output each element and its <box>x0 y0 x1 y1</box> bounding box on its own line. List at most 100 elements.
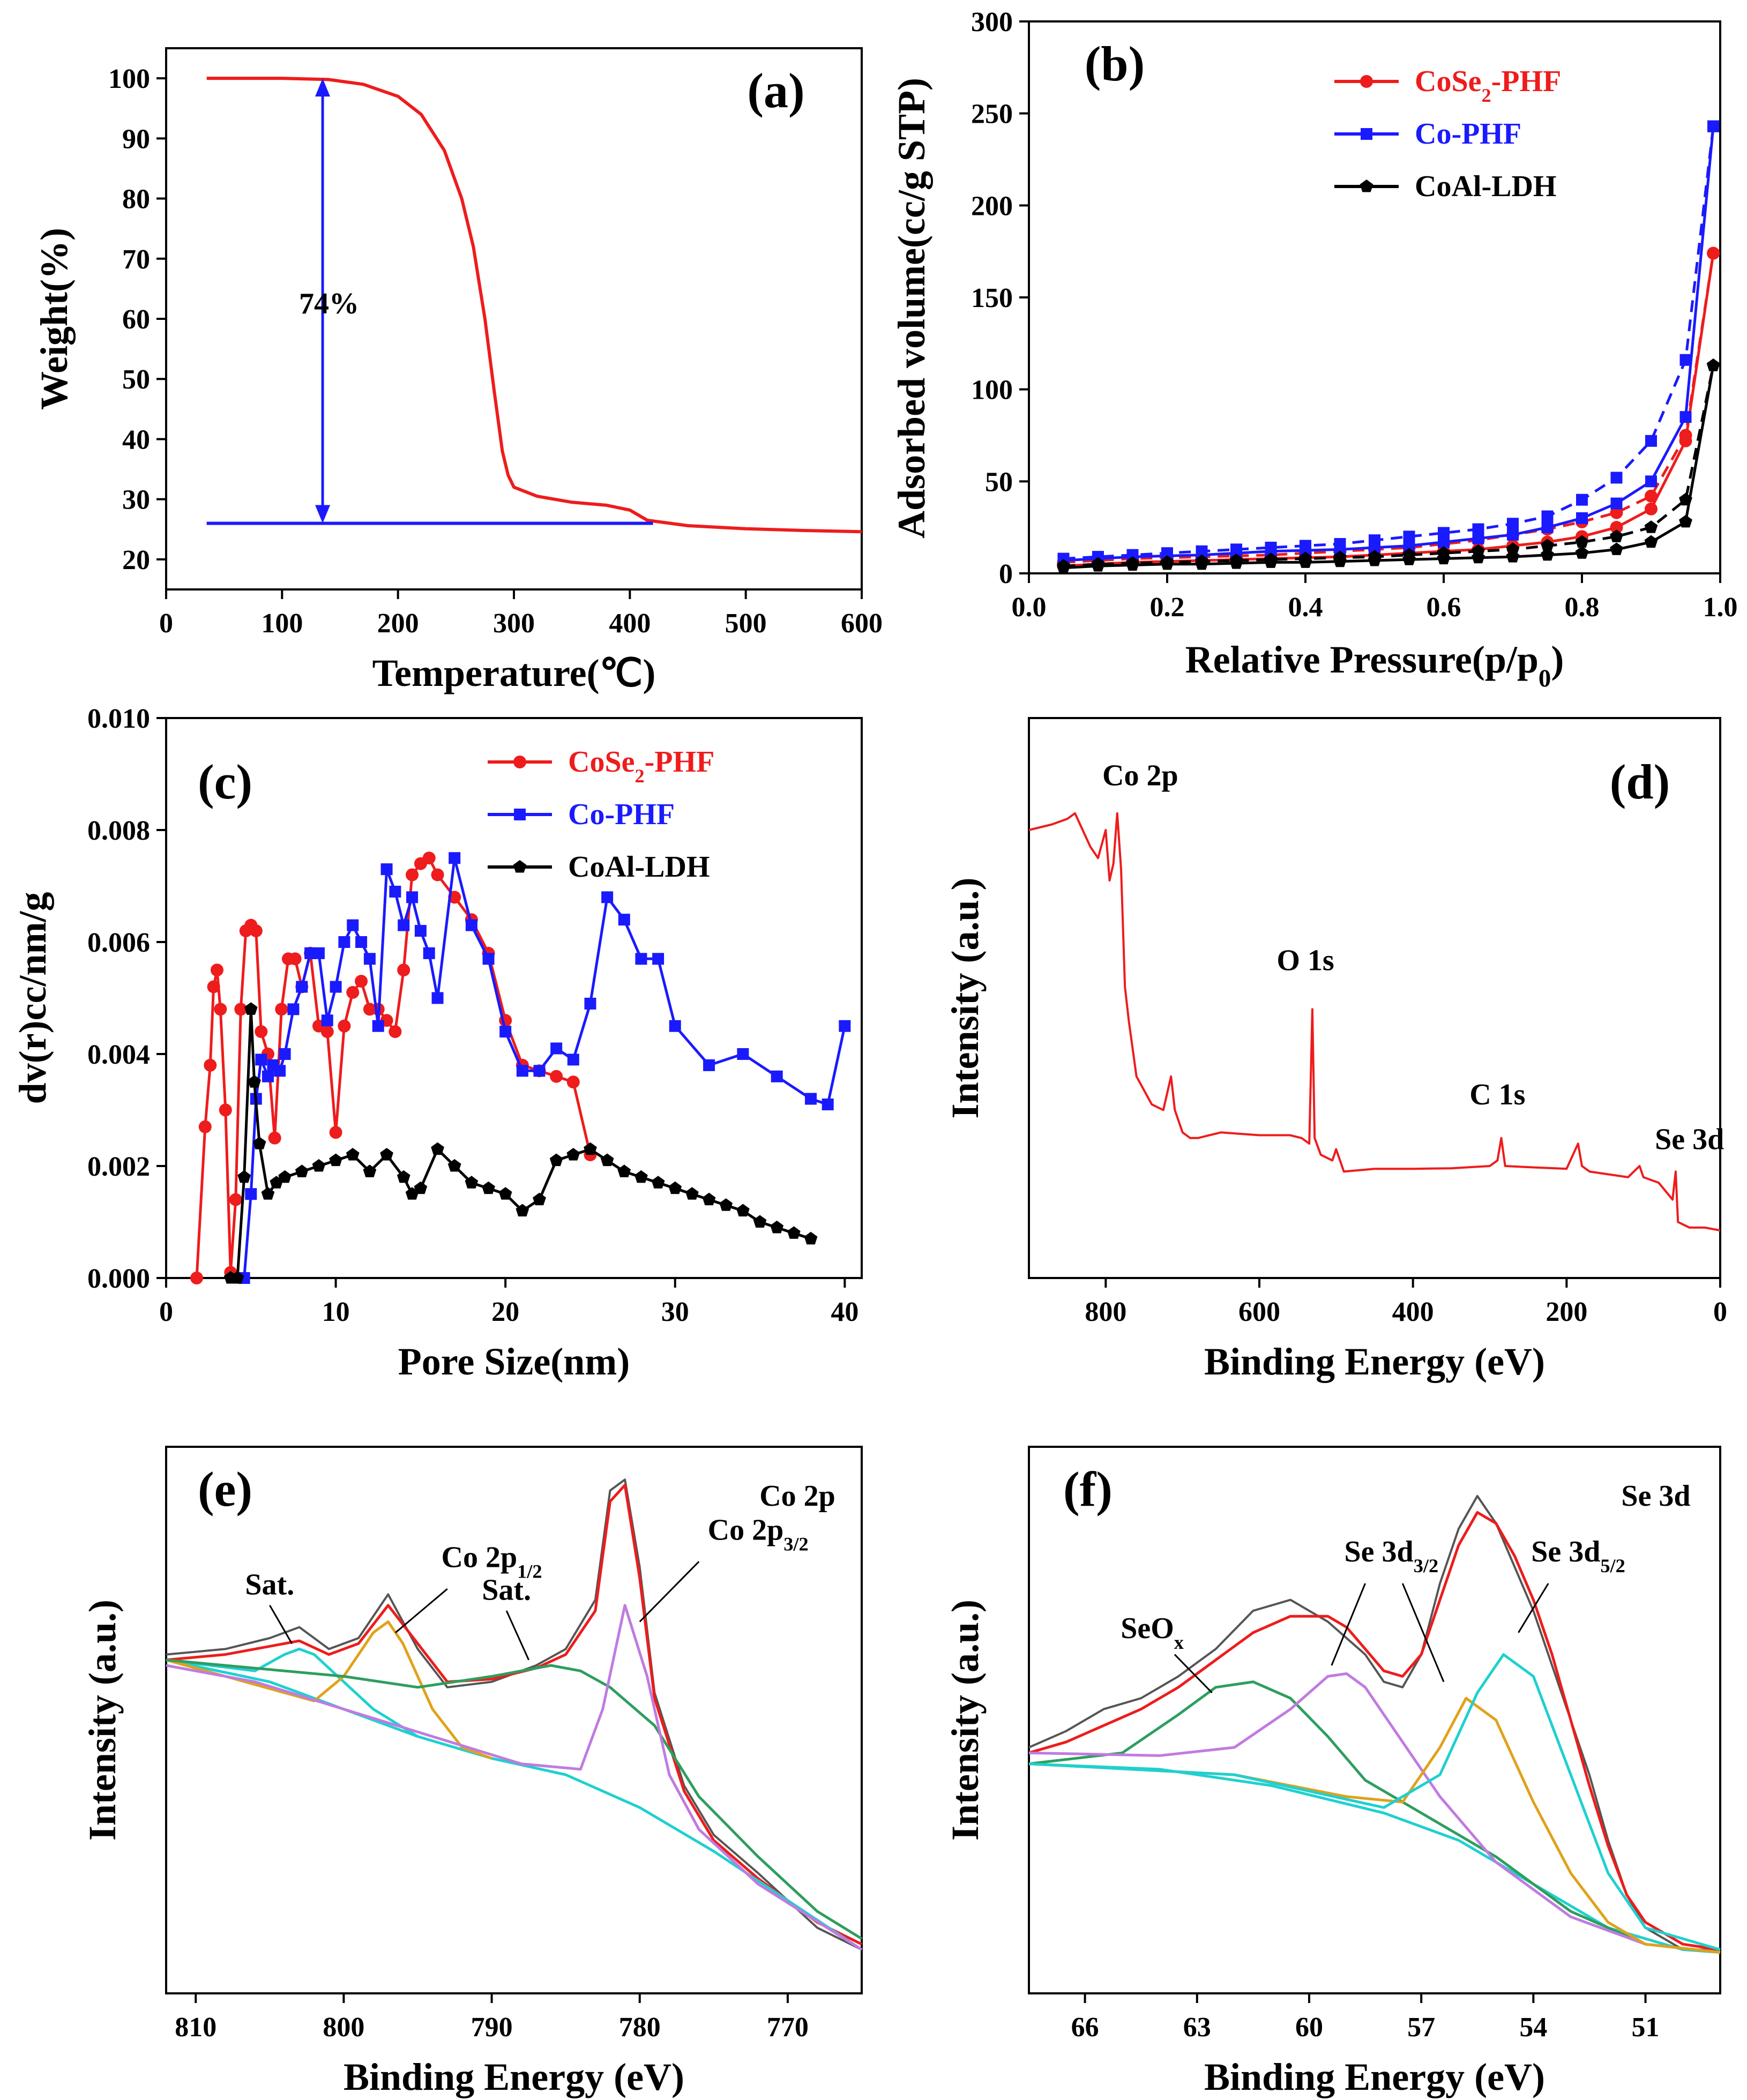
data-point <box>770 1220 784 1234</box>
x-tick-label: 40 <box>831 1297 858 1327</box>
data-point <box>499 1026 512 1038</box>
x-axis-title: Pore Size(nm) <box>398 1340 630 1383</box>
data-point <box>1576 494 1588 506</box>
data-point <box>414 925 427 937</box>
x-tick-label: 600 <box>1238 1297 1280 1327</box>
y-tick-label: 50 <box>122 364 150 395</box>
data-point <box>406 891 419 903</box>
x-axis-title: Binding Energy (eV) <box>344 2056 684 2098</box>
data-point <box>1126 556 1139 569</box>
data-point <box>839 1020 851 1032</box>
peak-leader-seox <box>1174 1654 1213 1694</box>
sat-leader-low <box>505 1610 529 1661</box>
data-point <box>1333 550 1347 564</box>
data-point <box>498 1187 512 1200</box>
y-axis-title: Weight(%) <box>33 228 76 410</box>
annotation-arrowhead-top <box>315 78 331 97</box>
x-tick-label: 1.0 <box>1703 592 1738 623</box>
series-co-phf-ads <box>1063 126 1715 562</box>
data-point <box>423 947 435 959</box>
peak-label-co2p12: Co 2p1/2 <box>442 1541 542 1582</box>
data-point <box>229 1193 242 1206</box>
data-point <box>190 1272 203 1284</box>
series-co-phf-des <box>1063 126 1715 560</box>
series-co-phf <box>243 856 846 1279</box>
data-point <box>268 1131 281 1145</box>
data-point <box>566 1148 580 1161</box>
y-tick-label: 250 <box>971 99 1013 130</box>
peak-label-se3d52: Se 3d5/2 <box>1531 1535 1625 1576</box>
data-point <box>1472 523 1484 535</box>
data-point <box>219 1103 232 1117</box>
x-axis-title: Binding Energy (eV) <box>1204 2056 1545 2098</box>
data-point <box>719 1198 733 1211</box>
plot-frame <box>1028 717 1721 1279</box>
data-point <box>482 1181 495 1194</box>
data-point <box>1403 530 1415 543</box>
data-point <box>634 1170 648 1183</box>
x-tick-label: 51 <box>1632 2012 1660 2043</box>
data-point <box>372 1020 384 1032</box>
data-point <box>346 1148 360 1161</box>
data-point <box>1610 542 1623 555</box>
x-axis-title: Relative Pressure(p/p0) <box>1185 638 1564 692</box>
data-point <box>406 868 419 881</box>
data-point <box>249 924 263 938</box>
y-tick-label: 20 <box>122 545 150 576</box>
legend-label: CoAl-LDH <box>1415 170 1556 203</box>
data-point <box>338 1019 351 1033</box>
data-point <box>584 1142 597 1155</box>
data-point <box>1264 552 1278 565</box>
y-tick-label: 50 <box>985 467 1013 497</box>
data-point <box>1610 529 1623 542</box>
data-point <box>1541 510 1554 522</box>
data-point <box>1645 502 1658 515</box>
y-tick-label: 60 <box>122 304 150 335</box>
data-point <box>465 919 477 931</box>
data-point <box>431 1142 444 1155</box>
data-point <box>516 1204 529 1217</box>
x-tick-label: 57 <box>1407 2012 1435 2043</box>
data-point <box>1126 549 1139 561</box>
panel-2: 0.0 0.2 0.4 0.6 0.8 1.0 0 50 100 150 200 250 300 CoSe… <box>890 7 1738 692</box>
data-point <box>753 1215 767 1228</box>
data-point <box>1541 521 1554 534</box>
peak-label-co2p32: Co 2p3/2 <box>708 1513 809 1555</box>
data-point <box>1507 518 1519 530</box>
data-point <box>1679 429 1692 442</box>
x-tick-label: 600 <box>841 608 883 639</box>
data-point <box>275 1003 288 1016</box>
peak-leader-se3d32-b <box>1401 1583 1445 1683</box>
data-point <box>787 1226 801 1239</box>
y-axis-title: Intensity (a.u.) <box>944 877 987 1118</box>
series-fit <box>1028 1511 1721 1951</box>
data-point <box>805 1093 817 1105</box>
data-point <box>1645 489 1658 503</box>
data-point <box>244 1002 258 1015</box>
data-point <box>312 947 325 959</box>
data-point <box>214 1003 227 1016</box>
y-tick-label: 0.004 <box>87 1040 150 1070</box>
y-tick-label: 150 <box>971 283 1013 313</box>
data-point <box>822 1098 834 1111</box>
x-tick-label: 30 <box>661 1297 689 1327</box>
legend-label: CoSe2-PHF <box>1415 65 1561 106</box>
data-point <box>669 1020 681 1032</box>
data-point <box>414 1181 428 1194</box>
data-point <box>330 981 342 993</box>
y-tick-label: 300 <box>971 7 1013 38</box>
data-point <box>237 1170 251 1183</box>
x-tick-label: 400 <box>1392 1297 1434 1327</box>
x-tick-label: 0.8 <box>1565 592 1600 623</box>
x-tick-label: 810 <box>175 2012 216 2043</box>
data-point <box>431 868 444 881</box>
data-point <box>549 1153 563 1167</box>
y-tick-label: 200 <box>971 191 1013 221</box>
data-point <box>1437 546 1451 559</box>
data-point <box>1644 520 1658 533</box>
data-point <box>1507 528 1519 541</box>
y-tick-label: 0.010 <box>87 704 150 734</box>
panel-label: (f) <box>1063 1462 1113 1516</box>
data-point <box>355 975 368 988</box>
data-point <box>363 1164 377 1177</box>
